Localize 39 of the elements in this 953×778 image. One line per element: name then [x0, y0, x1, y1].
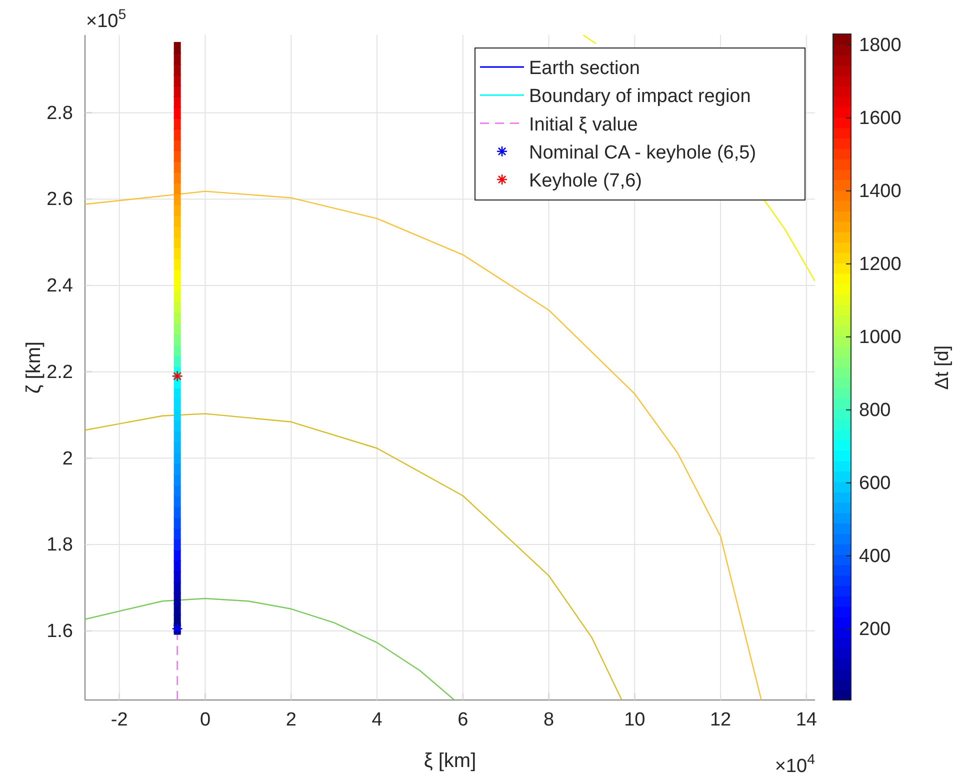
- legend-label: Boundary of impact region: [529, 86, 751, 108]
- color-bar-label: 1200: [859, 254, 902, 275]
- y-tick-label: 2.8: [46, 102, 73, 124]
- x-tick-label: 14: [796, 709, 818, 730]
- y-tick-label: 2.2: [46, 362, 73, 383]
- y-tick-label: 1.6: [46, 620, 73, 642]
- y-tick-label: 1.8: [46, 534, 73, 556]
- y-axis-title: ζ [km]: [23, 341, 45, 394]
- text: ×10$^{5}$: [86, 7, 126, 32]
- y-tick-label: 2: [62, 448, 73, 470]
- x-axis-title: ξ [km]: [424, 750, 476, 772]
- legend-label: Initial ξ value: [529, 114, 638, 136]
- color-bar-label: 600: [859, 472, 891, 494]
- line-series: [85, 190, 762, 700]
- color-bar-label: 1600: [859, 108, 902, 130]
- legend-label: Keyhole (7,6): [529, 170, 642, 192]
- x-tick-label: -2: [110, 709, 128, 730]
- color-bar-label: 400: [859, 546, 891, 567]
- x-tick-label: 10: [624, 709, 646, 730]
- legend-label: Earth section: [529, 58, 640, 79]
- x-tick-label: 12: [710, 709, 732, 730]
- x-tick-label: 8: [543, 709, 554, 730]
- color-bar-label: 1400: [859, 181, 902, 202]
- color-bar-label: 200: [859, 618, 891, 640]
- color-bar-label: 1800: [859, 35, 902, 56]
- line-series: [85, 413, 622, 700]
- x-tick-label: 4: [372, 709, 383, 730]
- line-series: [85, 598, 455, 700]
- color-bar-title: Δt [d]: [932, 345, 953, 390]
- point: [172, 370, 183, 382]
- text: ×10$^{4}$: [774, 752, 816, 777]
- color-bar-label: 1000: [859, 326, 902, 348]
- x-tick-label: 2: [286, 709, 296, 730]
- y-tick-label: 2.4: [46, 276, 74, 297]
- color-bar-label: 800: [859, 400, 891, 421]
- x-tick-label: 0: [200, 709, 211, 730]
- y-tick-label: 2.6: [46, 189, 73, 210]
- x-tick-label: 6: [458, 709, 468, 730]
- legend-label: Nominal CA - keyhole (6,5): [529, 142, 756, 164]
